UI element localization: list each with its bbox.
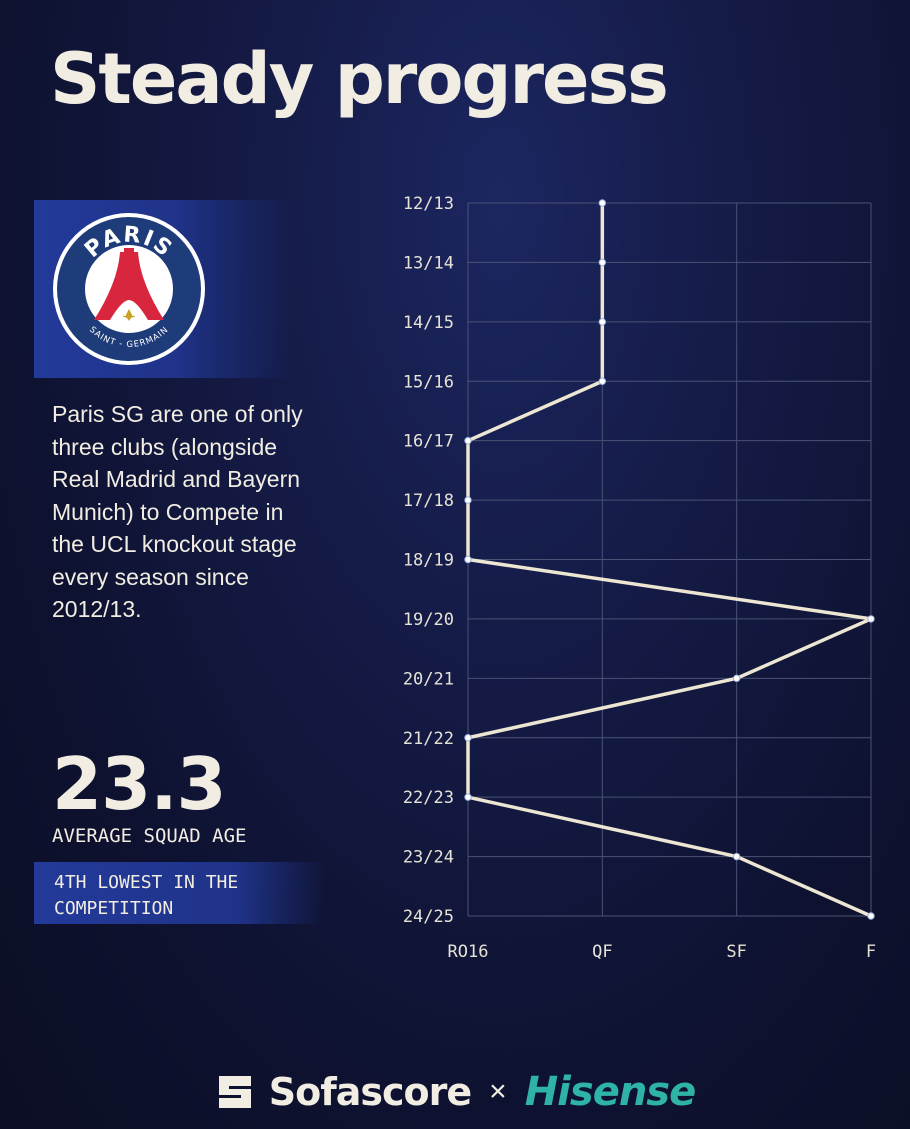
- stat-label: AVERAGE SQUAD AGE: [52, 825, 247, 847]
- y-tick-label: 16/17: [403, 432, 454, 452]
- x-tick-label: SF: [726, 942, 746, 962]
- chart-title: Steady progress: [50, 38, 669, 120]
- data-point: [464, 496, 472, 504]
- y-tick-label: 18/19: [403, 551, 454, 571]
- data-point: [867, 615, 875, 623]
- data-point: [732, 852, 741, 861]
- sofascore-brand: Sofascore: [268, 1070, 472, 1114]
- progress-chart: 12/13 13/14 14/15 15/16 16/17 17/18 18/19 19/20…: [403, 194, 876, 962]
- y-tick-label: 22/23: [403, 788, 454, 808]
- y-tick-label: 17/18: [403, 491, 454, 511]
- description-text: Paris SG are one of only three clubs (al…: [52, 401, 303, 622]
- footer-brands: Sofascore × Hisense: [0, 1062, 910, 1122]
- y-tick-label: 13/14: [403, 253, 454, 273]
- psg-logo: PARIS SAINT - GERMAIN: [53, 213, 205, 365]
- y-tick-label: 12/13: [403, 194, 454, 214]
- data-point: [464, 555, 472, 564]
- y-tick-label: 19/20: [403, 610, 454, 630]
- stat-note: 4TH LOWEST IN THE COMPETITION: [54, 872, 239, 919]
- data-point: [732, 674, 741, 683]
- y-tick-label: 21/22: [403, 729, 454, 749]
- x-tick-label: F: [866, 942, 876, 962]
- x-tick-label: QF: [592, 942, 612, 962]
- x-tick-label: RO16: [448, 942, 489, 962]
- y-tick-label: 15/16: [403, 372, 454, 392]
- data-point: [867, 912, 875, 920]
- y-tick-label: 14/15: [403, 313, 454, 333]
- club-logo-panel: PARIS SAINT - GERMAIN: [34, 200, 292, 378]
- sofascore-logo-icon: [218, 1076, 251, 1108]
- y-tick-label: 23/24: [403, 848, 454, 868]
- y-tick-label: 24/25: [403, 907, 454, 927]
- y-tick-label: 20/21: [403, 669, 454, 689]
- data-point: [464, 734, 472, 742]
- stat-value: 23.3: [52, 742, 227, 826]
- data-point: [598, 377, 607, 385]
- data-point: [598, 258, 607, 267]
- data-point: [598, 318, 607, 326]
- hisense-brand: Hisense: [524, 1069, 697, 1115]
- data-point: [598, 199, 607, 207]
- data-point: [464, 436, 472, 445]
- brand-separator: ×: [489, 1075, 507, 1108]
- data-point: [464, 793, 472, 801]
- stat-note-panel: 4TH LOWEST IN THE COMPETITION: [34, 862, 324, 924]
